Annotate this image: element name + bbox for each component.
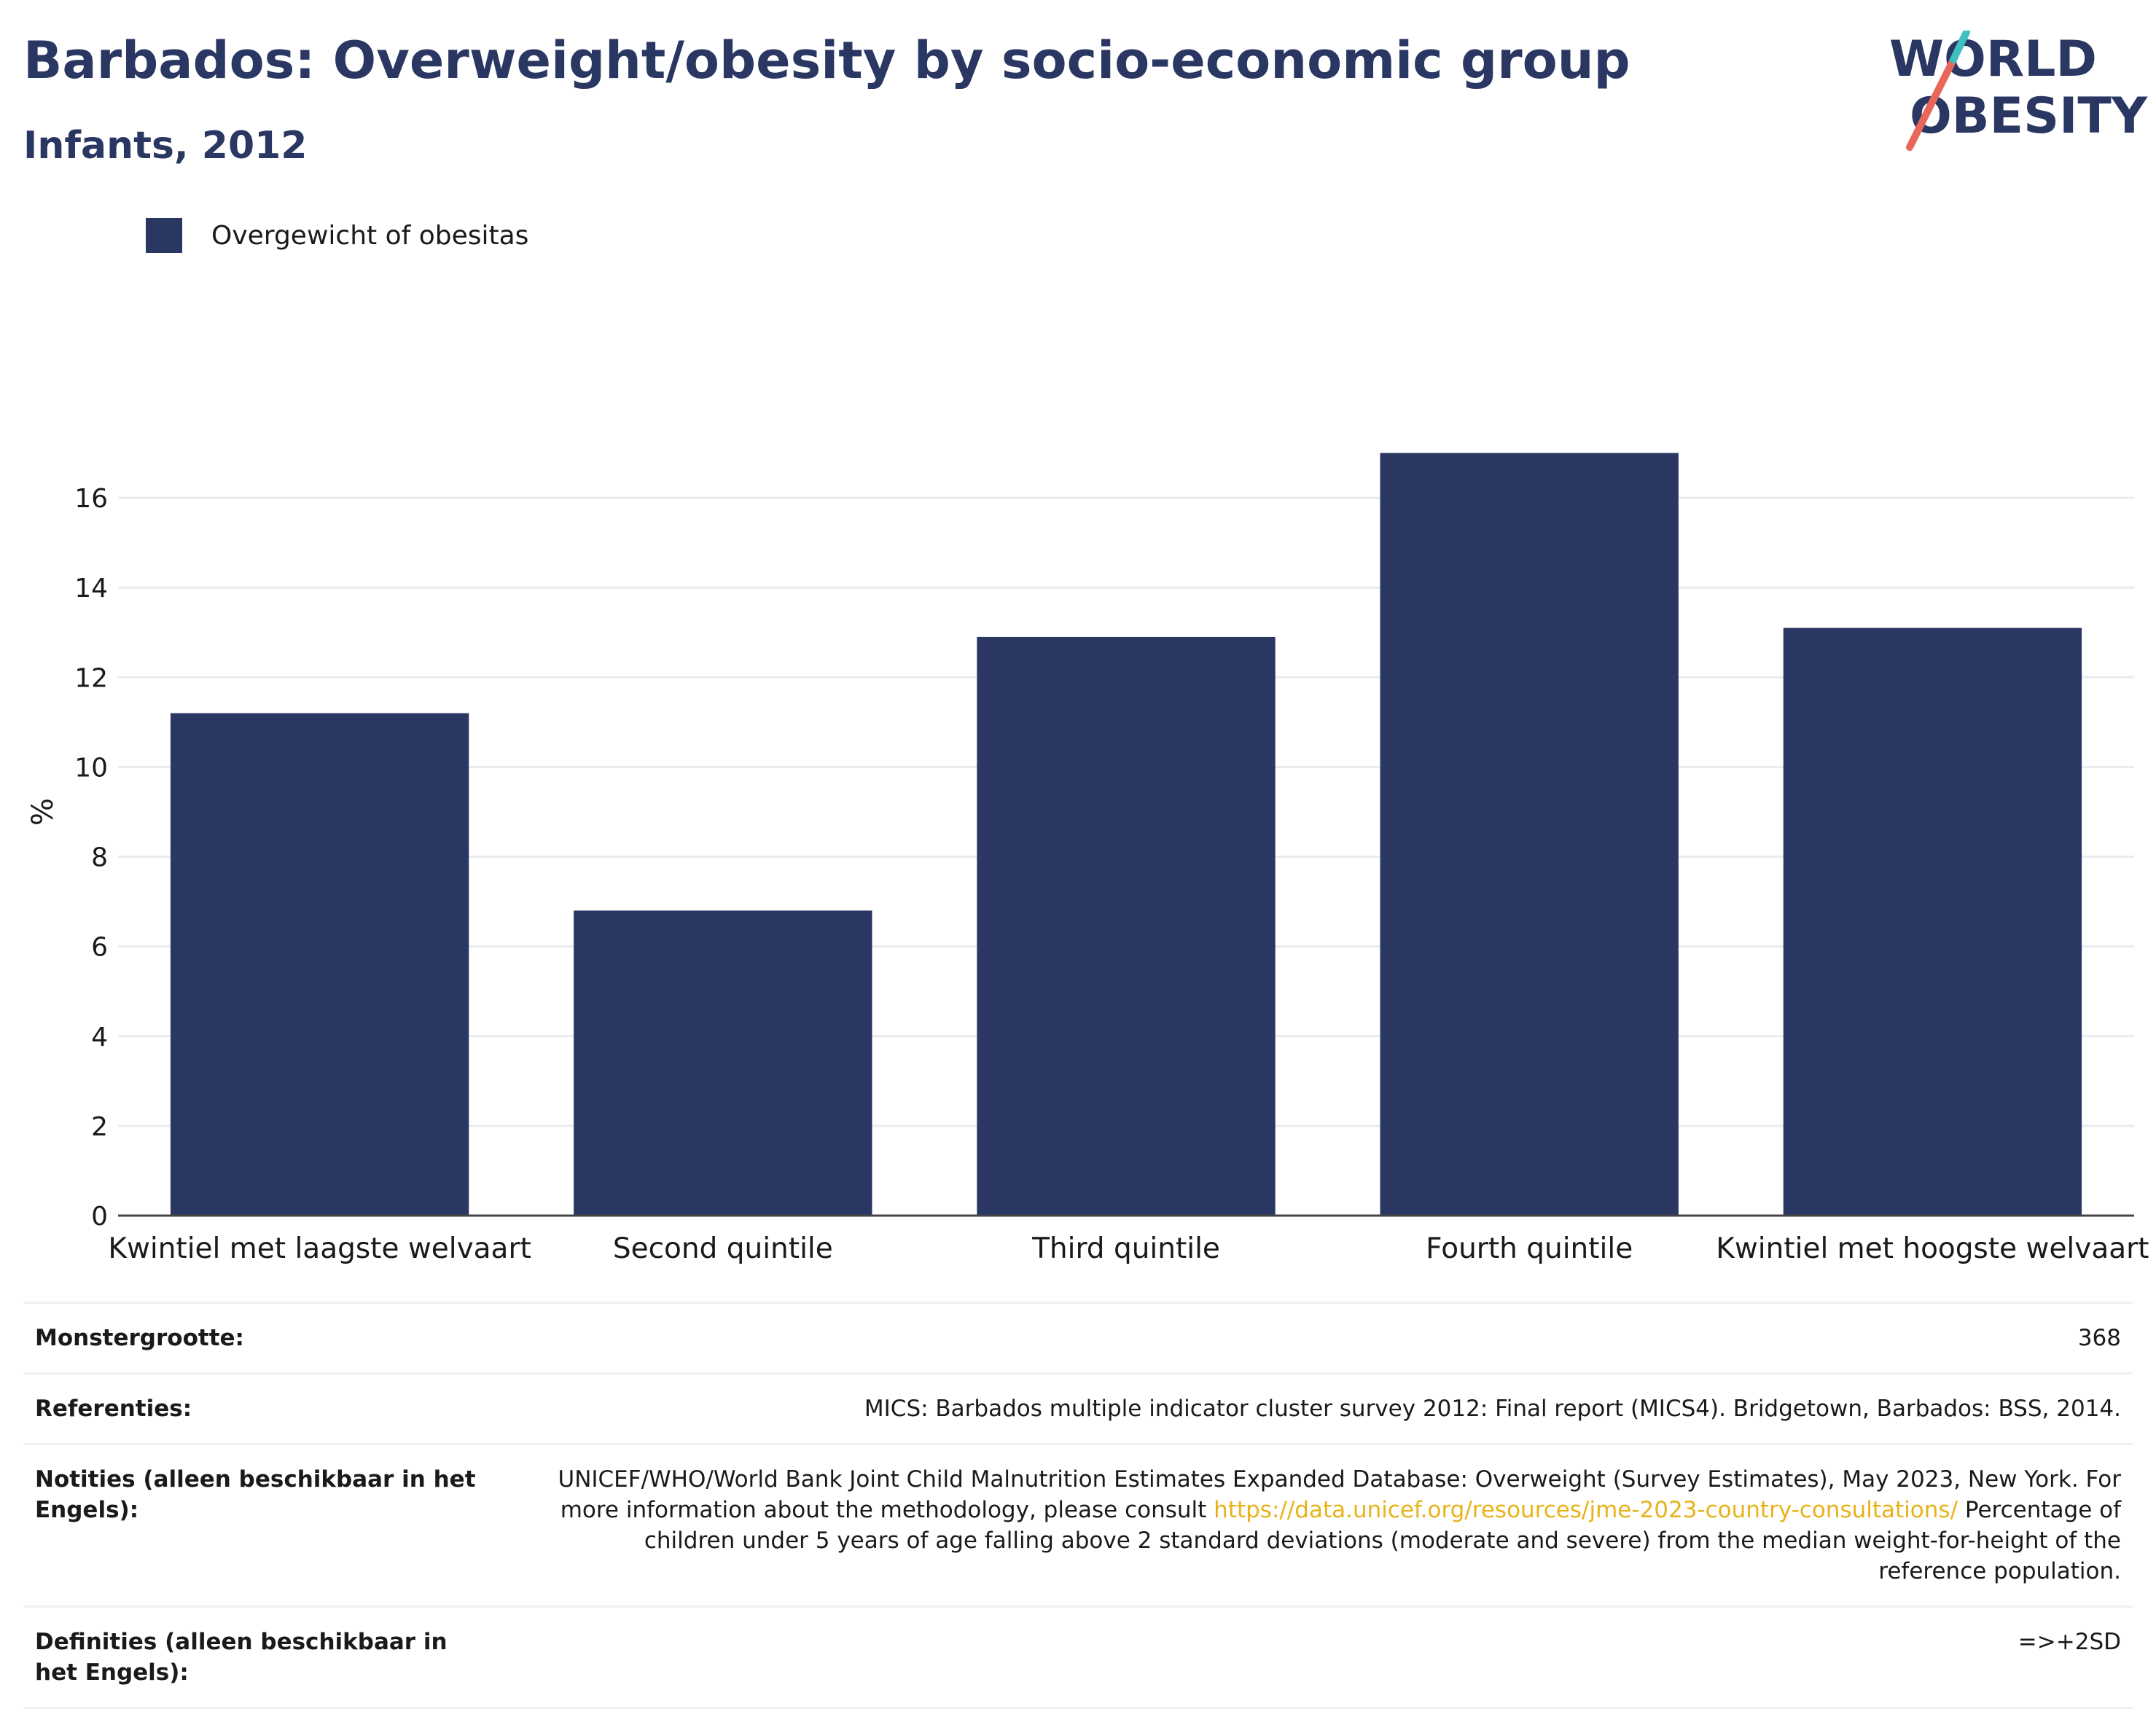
logo-slash-accent <box>1950 31 1970 63</box>
x-category-label: Fourth quintile <box>1426 1232 1633 1265</box>
meta-value: UNICEF/WHO/World Bank Joint Child Malnut… <box>545 1464 2122 1587</box>
bar-chart: 0 2 4 6 8 10 12 14 16 Kwintiel met laagste welva… <box>26 453 2149 1265</box>
world-obesity-logo: WORLD OBESITY <box>1889 31 2148 151</box>
meta-row-sample-size: Monstergrootte: 368 <box>23 1302 2133 1372</box>
y-tick-label: 4 <box>91 1022 108 1052</box>
metadata-table: Monstergrootte: 368 Referenties: MICS: B… <box>23 1302 2133 1709</box>
chart-legend[interactable]: Overgewicht of obesitas <box>146 217 528 254</box>
meta-key: Referenties: <box>35 1396 192 1422</box>
meta-key: Monstergrootte: <box>35 1325 244 1351</box>
bar-2[interactable] <box>574 910 872 1216</box>
bar-4[interactable] <box>1380 453 1679 1216</box>
page-subtitle: Infants, 2012 <box>23 124 308 168</box>
y-tick-label: 0 <box>91 1202 108 1232</box>
x-category-label: Second quintile <box>613 1232 833 1265</box>
notes-text-post: Percentage of children under 5 years of … <box>644 1497 2121 1584</box>
meta-row-definitions: Definities (alleen beschikbaar in het En… <box>23 1606 2133 1709</box>
meta-value: =>+2SD <box>2018 1629 2121 1655</box>
bar-3[interactable] <box>977 636 1276 1216</box>
notes-text-pre: UNICEF/WHO/World Bank Joint Child Malnut… <box>558 1466 2122 1523</box>
logo-line-2: OBESITY <box>1910 87 2148 145</box>
meta-row-references: Referenties: MICS: Barbados multiple ind… <box>23 1372 2133 1443</box>
y-tick-label: 10 <box>74 753 108 783</box>
bar-5[interactable] <box>1783 627 2082 1216</box>
y-tick-label: 12 <box>74 663 108 693</box>
x-category-label: Kwintiel met laagste welvaart <box>108 1232 531 1265</box>
x-category-label: Kwintiel met hoogste welvaart <box>1716 1232 2149 1265</box>
y-tick-label: 2 <box>91 1112 108 1142</box>
legend-swatch <box>146 218 182 253</box>
logo-line-1: WORLD <box>1889 31 2097 88</box>
x-category-label: Third quintile <box>1031 1232 1220 1265</box>
page-title: Barbados: Overweight/obesity by socio-ec… <box>23 31 1630 90</box>
logo-slash <box>1906 56 1957 151</box>
meta-key: Definities (alleen beschikbaar in het En… <box>35 1629 448 1686</box>
meta-value: MICS: Barbados multiple indicator cluste… <box>864 1396 2121 1422</box>
meta-row-notes: Notities (alleen beschikbaar in het Enge… <box>23 1443 2133 1606</box>
y-tick-label: 14 <box>74 574 108 603</box>
bar-1[interactable] <box>170 713 469 1216</box>
y-tick-label: 16 <box>74 484 108 514</box>
y-axis-label: % <box>26 798 60 826</box>
meta-key: Notities (alleen beschikbaar in het Enge… <box>35 1466 476 1523</box>
y-tick-label: 8 <box>91 843 108 873</box>
meta-value: 368 <box>2077 1325 2121 1351</box>
methodology-link[interactable]: https://data.unicef.org/resources/jme-20… <box>1214 1497 1958 1523</box>
legend-label: Overgewicht of obesitas <box>211 220 529 251</box>
y-tick-label: 6 <box>91 933 108 963</box>
